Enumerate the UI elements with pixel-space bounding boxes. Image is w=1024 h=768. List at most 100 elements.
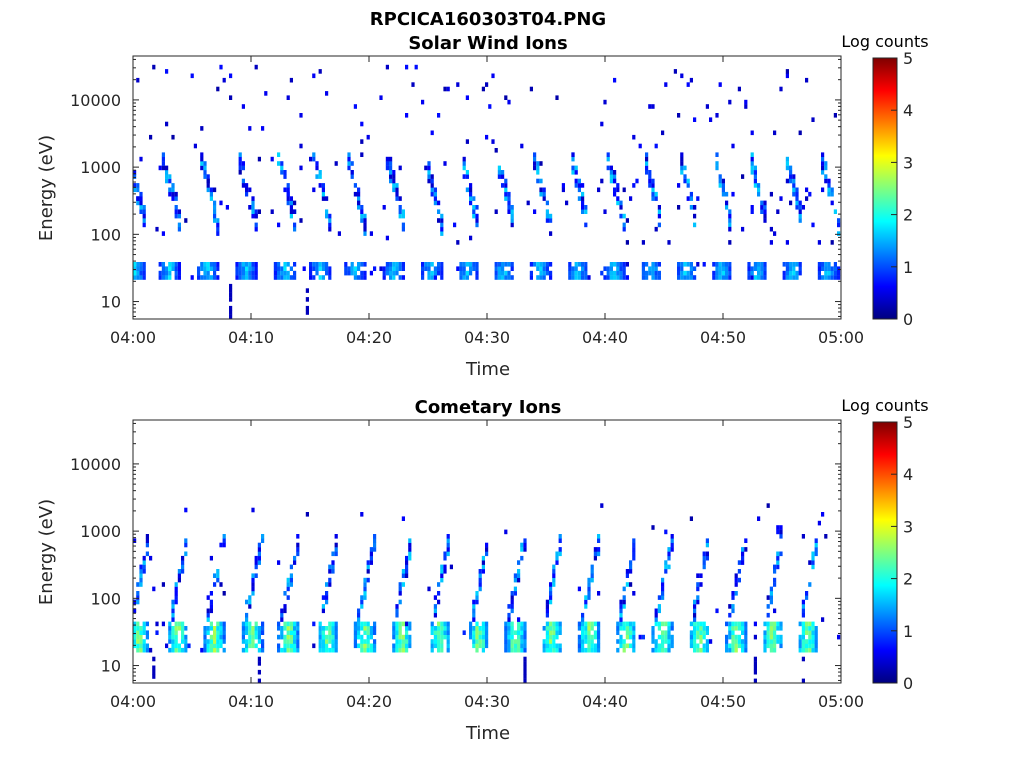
heatmap-cell bbox=[363, 582, 367, 587]
heatmap-cell bbox=[472, 262, 476, 267]
heatmap-cell bbox=[616, 647, 620, 653]
heatmap-cell bbox=[136, 643, 140, 649]
colorbar-tick-label: 3 bbox=[903, 517, 913, 536]
heatmap-cell bbox=[312, 262, 316, 267]
heatmap-cell bbox=[385, 161, 389, 166]
heatmap-cell bbox=[549, 630, 553, 635]
heatmap-cell bbox=[715, 270, 719, 276]
heatmap-cell bbox=[430, 626, 434, 631]
heatmap-cell bbox=[584, 647, 588, 653]
heatmap-cell bbox=[622, 213, 626, 219]
heatmap-cell bbox=[171, 134, 175, 140]
heatmap-cell bbox=[389, 275, 393, 280]
heatmap-cell bbox=[744, 538, 748, 543]
heatmap-cell bbox=[693, 222, 697, 228]
heatmap-cell bbox=[731, 630, 735, 635]
heatmap-cell bbox=[785, 69, 789, 74]
heatmap-cell bbox=[168, 626, 172, 631]
heatmap-cell bbox=[437, 266, 441, 271]
heatmap-cell bbox=[171, 608, 175, 614]
axis-ticks: 04:00 04:10 04:20 04:30 04:40 04:50 05:0010100… bbox=[70, 56, 864, 347]
panel-solar-wind-ions: Solar Wind Ions 04:00 04:10 04:20 04:30 04:4… bbox=[36, 32, 929, 380]
heatmap-cell bbox=[549, 626, 553, 631]
heatmap-cell bbox=[366, 569, 370, 574]
heatmap-cell bbox=[744, 547, 748, 552]
heatmap-cell bbox=[587, 643, 591, 649]
heatmap-cell bbox=[693, 599, 697, 605]
heatmap-cell bbox=[152, 586, 156, 592]
heatmap-cell bbox=[670, 542, 674, 548]
heatmap-cell bbox=[517, 560, 521, 565]
heatmap-cell bbox=[827, 191, 831, 197]
heatmap-cell bbox=[318, 69, 322, 74]
heatmap-cell bbox=[171, 266, 175, 271]
heatmap-cell bbox=[504, 621, 508, 627]
heatmap-cell bbox=[437, 200, 441, 206]
heatmap-cell bbox=[206, 178, 210, 184]
heatmap-cell bbox=[549, 639, 553, 644]
heatmap-cell bbox=[257, 547, 261, 552]
heatmap-cell bbox=[197, 266, 201, 271]
heatmap-cell bbox=[715, 266, 719, 271]
heatmap-cell bbox=[469, 630, 473, 635]
heatmap-cell bbox=[805, 626, 809, 631]
heatmap-cell bbox=[584, 595, 588, 600]
heatmap-cell bbox=[357, 643, 361, 649]
heatmap-cell bbox=[689, 643, 693, 649]
heatmap-cell bbox=[494, 209, 498, 214]
heatmap-cell bbox=[715, 275, 719, 280]
heatmap-cell bbox=[251, 196, 255, 201]
heatmap-cell bbox=[286, 595, 290, 600]
heatmap-cell bbox=[392, 621, 396, 627]
heatmap-cell bbox=[779, 551, 783, 557]
heatmap-cell bbox=[209, 196, 213, 201]
heatmap-cell bbox=[203, 639, 207, 644]
heatmap-cell bbox=[363, 647, 367, 653]
heatmap-cell bbox=[254, 209, 258, 214]
heatmap-cell bbox=[705, 639, 709, 644]
heatmap-cell bbox=[465, 187, 469, 193]
heatmap-cell bbox=[401, 647, 405, 653]
heatmap-cell bbox=[277, 161, 281, 166]
heatmap-cell bbox=[433, 200, 437, 206]
heatmap-cell bbox=[321, 643, 325, 649]
heatmap-cell bbox=[760, 275, 764, 280]
heatmap-cell bbox=[555, 634, 559, 640]
heatmap-cell bbox=[670, 639, 674, 644]
heatmap-cell bbox=[481, 639, 485, 644]
heatmap-cell bbox=[702, 555, 706, 561]
heatmap-cell bbox=[421, 262, 425, 267]
heatmap-cell bbox=[801, 599, 805, 605]
heatmap-cell bbox=[472, 196, 476, 201]
heatmap-cell bbox=[366, 134, 370, 140]
heatmap-cell bbox=[254, 564, 258, 570]
x-tick-label: 05:00 bbox=[818, 692, 864, 711]
heatmap-cell bbox=[670, 538, 674, 543]
heatmap-cell bbox=[395, 608, 399, 614]
heatmap-cell bbox=[670, 634, 674, 640]
heatmap-cell bbox=[440, 626, 444, 631]
heatmap-cell bbox=[689, 516, 693, 521]
heatmap-cell bbox=[699, 573, 703, 578]
heatmap-cell bbox=[603, 266, 607, 271]
heatmap-cell bbox=[318, 626, 322, 631]
heatmap-cell bbox=[616, 639, 620, 644]
heatmap-cell bbox=[373, 630, 377, 635]
heatmap-cell bbox=[280, 170, 284, 175]
heatmap-cell bbox=[725, 647, 729, 653]
heatmap-cell bbox=[837, 231, 841, 236]
heatmap-cell bbox=[753, 170, 757, 175]
heatmap-cell bbox=[577, 634, 581, 640]
heatmap-cell bbox=[241, 165, 245, 171]
heatmap-cell bbox=[533, 165, 537, 171]
heatmap-cell bbox=[581, 262, 585, 267]
heatmap-cell bbox=[174, 643, 178, 649]
heatmap-cell bbox=[325, 647, 329, 653]
heatmap-cell bbox=[440, 262, 444, 267]
heatmap-cell bbox=[251, 275, 255, 280]
heatmap-cell bbox=[229, 305, 233, 311]
heatmap-cell bbox=[549, 582, 553, 587]
heatmap-cell bbox=[539, 187, 543, 193]
heatmap-cell bbox=[507, 205, 511, 210]
heatmap-cell bbox=[245, 612, 249, 618]
